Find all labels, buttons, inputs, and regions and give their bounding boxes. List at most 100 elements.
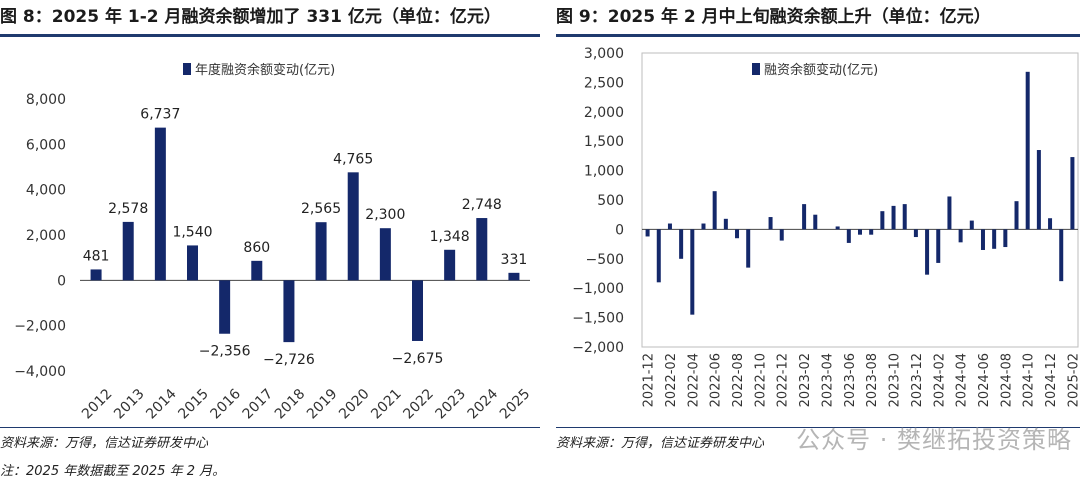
bar bbox=[969, 220, 974, 230]
bar bbox=[347, 172, 359, 281]
x-tick-label: 2024-06 bbox=[977, 353, 992, 407]
y-tick-label: −1,500 bbox=[572, 311, 624, 327]
x-tick-label: 2016 bbox=[208, 386, 245, 423]
bar bbox=[746, 229, 751, 268]
bar bbox=[1003, 229, 1008, 248]
data-label: 1,540 bbox=[172, 224, 212, 240]
bar bbox=[251, 260, 263, 281]
y-tick-label: 0 bbox=[615, 222, 624, 238]
bar bbox=[122, 221, 134, 281]
bar bbox=[701, 223, 706, 230]
bar bbox=[476, 218, 488, 281]
bar bbox=[444, 249, 456, 281]
x-tick-label: 2024-10 bbox=[1022, 353, 1037, 407]
x-tick-label: 2012 bbox=[79, 386, 116, 423]
bar bbox=[768, 217, 773, 230]
bar bbox=[1048, 218, 1053, 230]
data-label: 860 bbox=[243, 240, 270, 256]
bar bbox=[315, 222, 327, 281]
bar bbox=[656, 229, 661, 283]
x-tick-label: 2013 bbox=[111, 386, 148, 423]
x-tick-label: 2022-08 bbox=[731, 353, 746, 407]
bar bbox=[1070, 157, 1075, 230]
x-tick-label: 2024 bbox=[465, 386, 502, 423]
y-tick-label: −500 bbox=[586, 252, 624, 268]
data-label: 4,765 bbox=[333, 151, 373, 167]
x-tick-label: 2022-02 bbox=[664, 353, 679, 407]
left-chart-title: 图 8：2025 年 1-2 月融资余额增加了 331 亿元（单位：亿元） bbox=[0, 7, 501, 27]
bar bbox=[1036, 150, 1041, 230]
data-label: 481 bbox=[83, 248, 110, 264]
bar bbox=[869, 229, 874, 235]
bar bbox=[219, 280, 231, 334]
data-label: 2,300 bbox=[365, 207, 405, 223]
bar bbox=[1014, 201, 1019, 230]
bar bbox=[283, 280, 295, 343]
y-tick-label: 0 bbox=[57, 273, 66, 289]
data-label: −2,726 bbox=[263, 352, 315, 368]
bar bbox=[690, 229, 695, 315]
data-label: −2,356 bbox=[199, 344, 251, 360]
bar bbox=[947, 196, 952, 230]
y-tick-label: 8,000 bbox=[26, 92, 66, 108]
x-tick-label: 2021 bbox=[368, 386, 405, 423]
y-tick-label: 6,000 bbox=[26, 137, 66, 153]
y-tick-label: 4,000 bbox=[26, 183, 66, 199]
bar bbox=[813, 214, 818, 230]
x-tick-label: 2023-10 bbox=[888, 353, 903, 407]
x-tick-label: 2023-06 bbox=[843, 353, 858, 407]
right-title-rule bbox=[556, 34, 1080, 37]
y-tick-label: 500 bbox=[597, 193, 624, 209]
right-chart-panel: 图 9：2025 年 2 月中上旬融资余额上升（单位：亿元） −2,000 −1,… bbox=[556, 0, 1080, 485]
right-bar-chart: −2,000 −1,500 −1,000 −500 0 500 1,000 1,500 2,00… bbox=[572, 46, 1080, 407]
y-tick-label: 2,000 bbox=[26, 228, 66, 244]
bar bbox=[936, 229, 941, 263]
x-tick-label: 2023-04 bbox=[820, 353, 835, 407]
bar bbox=[858, 229, 862, 235]
bar bbox=[902, 204, 907, 230]
left-bottom-rule bbox=[0, 427, 540, 428]
bar bbox=[835, 226, 840, 230]
x-tick-label: 2022-10 bbox=[753, 353, 768, 407]
bar bbox=[735, 229, 740, 239]
bar bbox=[925, 229, 930, 275]
bar bbox=[880, 211, 885, 230]
x-tick-label: 2024-08 bbox=[999, 353, 1014, 407]
x-tick-label: 2024-02 bbox=[932, 353, 947, 407]
x-tick-label: 2022-04 bbox=[686, 353, 701, 407]
data-label: 2,578 bbox=[108, 201, 148, 217]
bar bbox=[1025, 71, 1030, 230]
left-bar-chart: −4,000 −2,000 0 2,000 4,000 6,000 8,000 481 2012… bbox=[14, 62, 533, 423]
bar bbox=[846, 229, 851, 243]
plot-frame bbox=[641, 52, 1079, 348]
bar bbox=[958, 229, 963, 243]
x-tick-label: 2017 bbox=[240, 386, 277, 423]
data-label: 1,348 bbox=[430, 229, 470, 245]
legend-label: 年度融资余额变动(亿元) bbox=[195, 62, 335, 78]
data-label: 6,737 bbox=[140, 107, 180, 123]
bar bbox=[992, 229, 997, 249]
bar bbox=[679, 229, 684, 259]
x-tick-label: 2020 bbox=[336, 386, 373, 423]
data-label: −2,675 bbox=[392, 351, 444, 367]
y-tick-label: 2,000 bbox=[584, 105, 624, 121]
left-footnote: 注：2025 年数据截至 2025 年 2 月。 bbox=[0, 464, 226, 479]
x-tick-label: 2019 bbox=[304, 386, 341, 423]
x-tick-label: 2023 bbox=[433, 386, 470, 423]
y-tick-label: 3,000 bbox=[584, 46, 624, 62]
x-tick-label: 2018 bbox=[272, 386, 309, 423]
data-label: 2,565 bbox=[301, 201, 341, 217]
x-tick-label: 2024-04 bbox=[955, 353, 970, 407]
watermark: 公众号 · 樊继拓投资策略 bbox=[796, 426, 1072, 454]
bar bbox=[712, 191, 717, 230]
legend-label: 融资余额变动(亿元) bbox=[764, 62, 878, 78]
data-label: 2,748 bbox=[462, 197, 502, 213]
x-tick-label: 2025-02 bbox=[1066, 353, 1080, 407]
x-tick-label: 2022-06 bbox=[709, 353, 724, 407]
left-chart-panel: 图 8：2025 年 1-2 月融资余额增加了 331 亿元（单位：亿元） −4… bbox=[0, 7, 540, 479]
bar bbox=[412, 280, 423, 341]
bar bbox=[891, 205, 896, 230]
bar bbox=[379, 228, 391, 281]
bar bbox=[645, 229, 650, 237]
x-tick-label: 2023-08 bbox=[865, 353, 880, 407]
